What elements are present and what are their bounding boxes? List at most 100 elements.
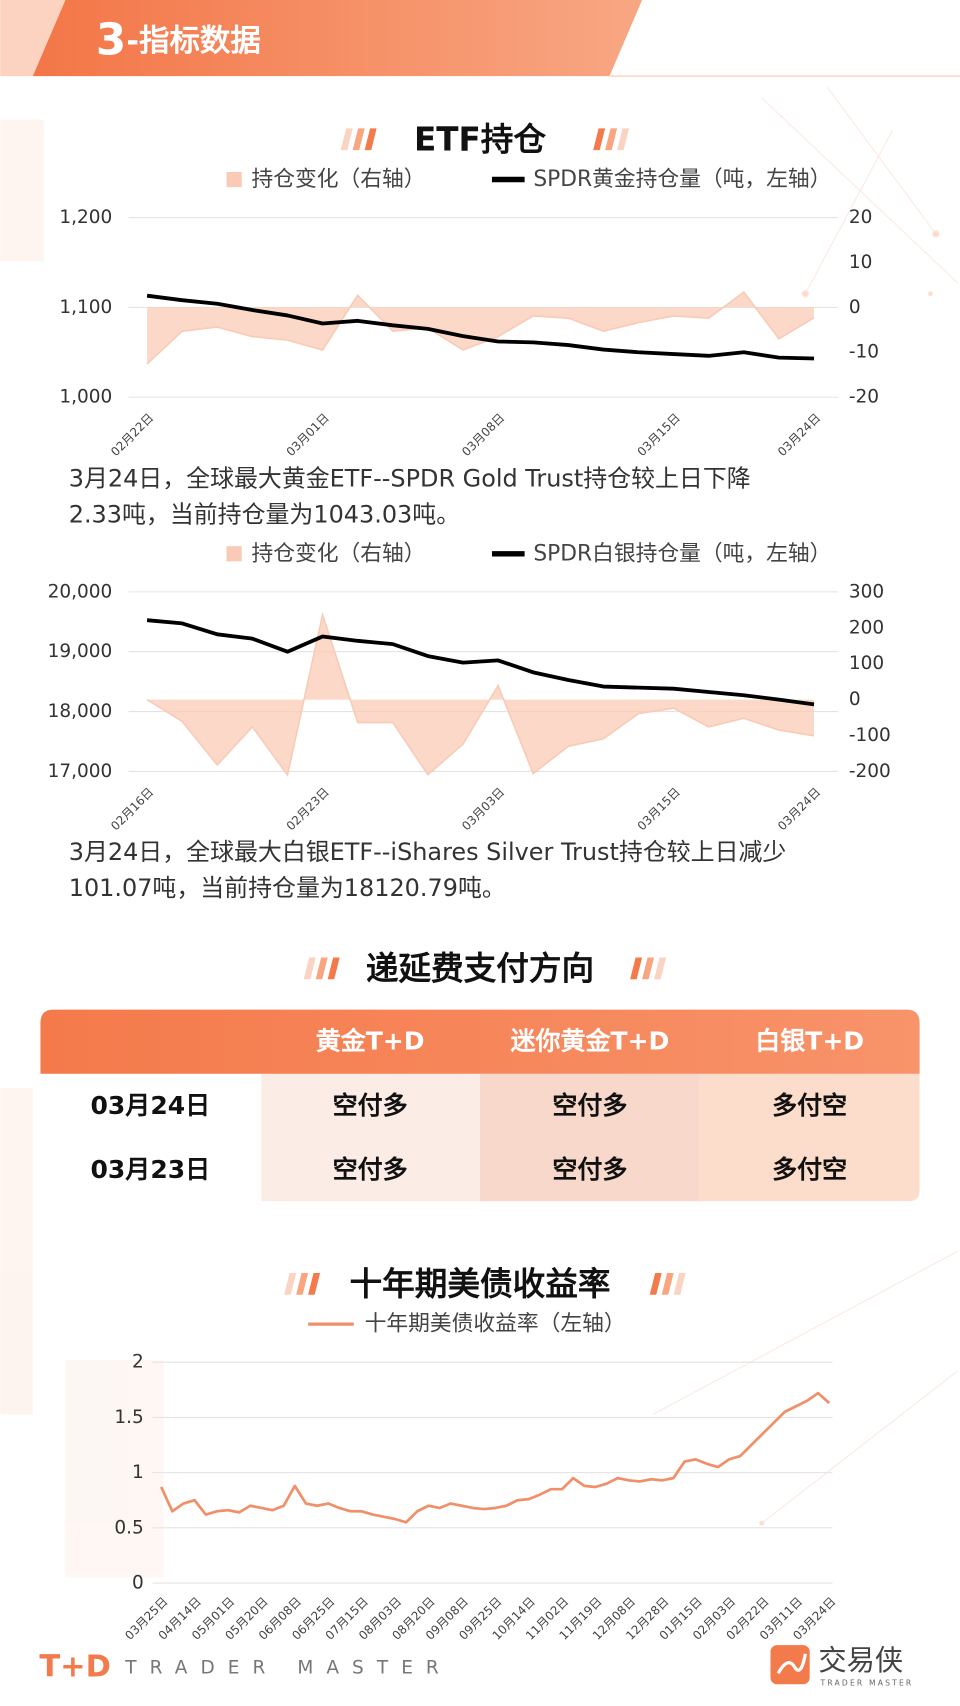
footer-brand: T+D <box>39 1649 111 1684</box>
line <box>146 293 815 361</box>
decor-slash <box>642 957 655 980</box>
area-edge <box>146 290 815 365</box>
table-cell: 空付多 <box>552 1091 627 1120</box>
area-fill <box>147 614 815 775</box>
decor-slash <box>327 957 340 980</box>
chart-title: 十年期美债收益率 <box>350 1265 611 1303</box>
legend-label: SPDR白银持仓量（吨，左轴） <box>533 541 831 566</box>
area-fill <box>147 292 815 364</box>
y2-tick-label: 0 <box>849 297 861 318</box>
y2-tick-label: -100 <box>849 725 891 746</box>
decor-slash <box>296 1272 309 1295</box>
background-decor <box>0 86 959 1578</box>
y-tick-label: 1 <box>132 1462 144 1483</box>
section-title: ETF持仓 <box>414 120 546 158</box>
logo-icon <box>770 1645 810 1685</box>
y2-tick-label: -200 <box>849 761 891 782</box>
table-header-cell: 迷你黄金T+D <box>510 1027 669 1056</box>
decor-slash <box>617 128 630 151</box>
table-cell: 空付多 <box>333 1155 408 1184</box>
y-tick-label: 1.5 <box>114 1407 143 1428</box>
y2-tick-label: 300 <box>849 581 884 602</box>
y2-tick-label: -10 <box>849 342 879 363</box>
y-tick-label: 20,000 <box>48 581 113 602</box>
y-tick-label: 19,000 <box>48 641 113 662</box>
note-line: 3月24日，全球最大白银ETF--iShares Silver Trust持仓较… <box>69 838 787 866</box>
title-decor <box>340 128 630 151</box>
decor-slash <box>364 128 377 151</box>
y-tick-label: 1,200 <box>59 207 112 228</box>
y2-tick-label: -20 <box>849 387 879 408</box>
y-tick-label: 17,000 <box>48 761 113 782</box>
decor-slash <box>630 957 643 980</box>
chart: 1,000 1,100 1,200 -20 -10 0 10 20 02月22日 03月01日 03… <box>59 167 879 459</box>
y2-tick-label: 0 <box>849 689 861 710</box>
x-tick-label: 03月01日 <box>284 411 332 459</box>
decor-slash <box>315 957 328 980</box>
y-tick-label: 0 <box>132 1573 144 1594</box>
y-tick-label: 2 <box>132 1352 144 1373</box>
y-tick-label: 18,000 <box>48 701 113 722</box>
decor-slash <box>308 1272 321 1295</box>
x-tick-label: 03月15日 <box>635 785 683 833</box>
x-tick-label: 03月24日 <box>775 785 823 833</box>
table-row-label: 03月23日 <box>91 1155 211 1184</box>
legend-label: 十年期美债收益率（左轴） <box>365 1312 626 1337</box>
logo-text: 交易侠 <box>818 1644 903 1677</box>
y2-tick-label: 20 <box>849 207 873 228</box>
x-tick-label: 03月08日 <box>459 411 507 459</box>
chart: 17,000 18,000 19,000 20,000 -200 -100 0 100 200 3… <box>48 541 891 833</box>
x-tick-label: 03月24日 <box>775 411 823 459</box>
table-col <box>261 1073 480 1202</box>
decor-slash <box>654 957 667 980</box>
note-line: 2.33吨，当前持仓量为1043.03吨。 <box>69 501 460 529</box>
header-number: 3 <box>96 15 126 65</box>
decor-slash <box>284 1272 297 1295</box>
decor-slash <box>352 128 365 151</box>
y2-tick-label: 200 <box>849 617 884 638</box>
legend-label: 持仓变化（右轴） <box>252 541 426 566</box>
decor-slash <box>340 128 353 151</box>
line <box>146 618 815 707</box>
table-header-band <box>40 1009 920 1074</box>
section-title: 递延费支付方向 <box>366 949 594 987</box>
x-tick-label: 03月03日 <box>459 785 507 833</box>
decor-slash <box>303 957 316 980</box>
footer-tagline: TRADER MASTER <box>124 1657 452 1678</box>
table-header-cell: 白银T+D <box>755 1027 864 1056</box>
decor-slash <box>649 1272 662 1295</box>
table-col <box>480 1073 700 1202</box>
header-band <box>32 0 643 77</box>
table-cell: 多付空 <box>772 1091 847 1120</box>
x-tick-label: 03月15日 <box>635 411 683 459</box>
legend-label: 持仓变化（右轴） <box>252 167 426 192</box>
x-tick-label: 02月22日 <box>108 411 156 459</box>
header: 3 -指标数据 <box>0 0 960 77</box>
legend-swatch <box>226 171 242 188</box>
legend-label: SPDR黄金持仓量（吨，左轴） <box>533 167 831 192</box>
y-tick-label: 1,000 <box>59 387 112 408</box>
table-cell: 空付多 <box>552 1155 627 1184</box>
note-line: 101.07吨，当前持仓量为18120.79吨。 <box>69 874 506 902</box>
legend-swatch <box>226 546 242 562</box>
decor-slash <box>605 128 618 151</box>
x-tick-label: 02月16日 <box>108 785 156 833</box>
table-header-cell: 黄金T+D <box>316 1027 425 1056</box>
title-decor <box>284 1272 686 1295</box>
table-col <box>699 1073 920 1202</box>
table-col <box>40 1073 262 1202</box>
x-tick-label: 02月23日 <box>284 785 332 833</box>
area-edge <box>146 611 815 777</box>
footer: T+D TRADER MASTER 交易侠 TRADER MASTER <box>39 1644 911 1688</box>
header-title: -指标数据 <box>126 24 260 59</box>
chart: 十年期美债收益率00.511.5203月25日04月14日05月01日05月20… <box>114 1265 838 1643</box>
y-tick-label: 0.5 <box>114 1517 143 1538</box>
table-cell: 多付空 <box>772 1155 847 1184</box>
note-line: 3月24日，全球最大黄金ETF--SPDR Gold Trust持仓较上日下降 <box>69 465 751 493</box>
title-decor <box>303 957 667 980</box>
decor-slash <box>673 1272 686 1295</box>
y2-tick-label: 100 <box>849 653 884 674</box>
y2-tick-label: 10 <box>849 252 873 273</box>
